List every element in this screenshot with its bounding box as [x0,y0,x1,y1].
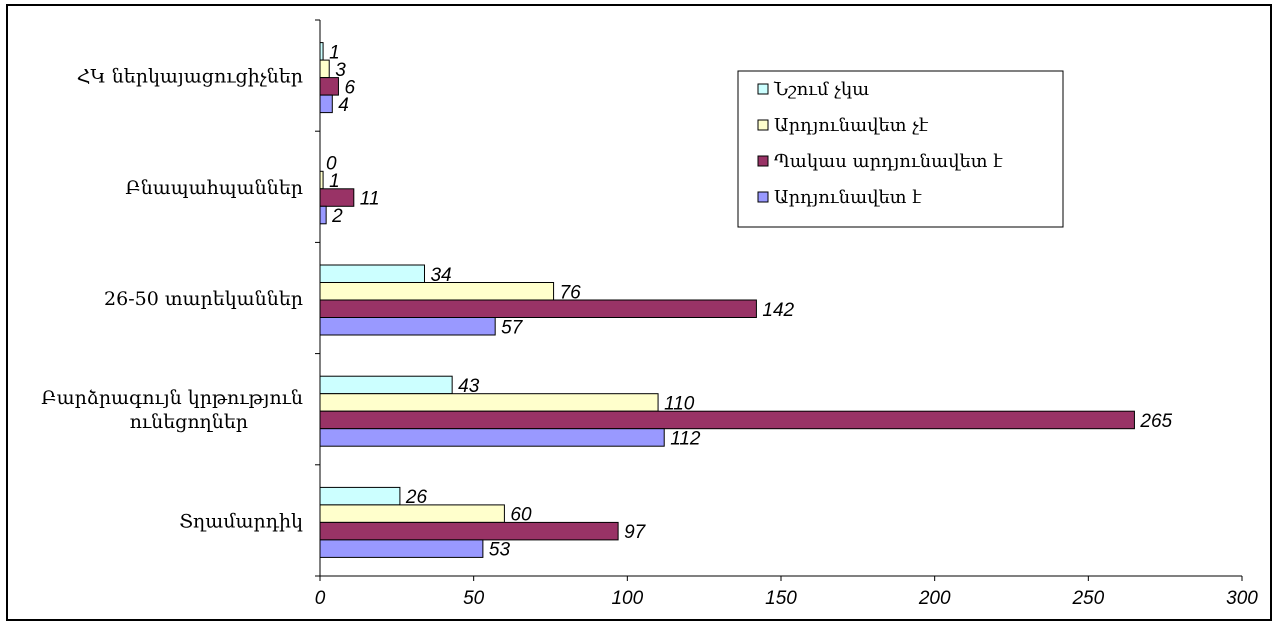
value-label: 142 [762,300,794,321]
legend-label-3: Պակաս արդյունավետ է [774,151,1003,172]
value-label: 76 [560,282,582,303]
bar-3-4 [319,317,496,336]
x-tick-label: 300 [1226,588,1258,609]
bar-3-3 [319,299,757,318]
legend-label-1: Նշում չկա [773,79,869,100]
legend-swatch-4 [757,191,769,203]
bar-5-4 [319,539,484,558]
legend-swatch-3 [757,155,769,167]
legend-label-2: Արդյունավետ չէ [774,115,929,136]
x-tick-label: 100 [611,588,643,609]
value-label: 43 [458,376,480,397]
bars-layer [319,42,1135,558]
value-label: 3 [335,60,346,81]
bar-5-1 [319,486,401,506]
value-label: 57 [501,317,524,338]
legend-label-4: Արդյունավետ է [774,187,922,208]
bar-3-1 [319,264,425,283]
x-tick-label: 0 [315,588,326,609]
bar-4-1 [319,375,453,395]
legend-swatch-1 [757,83,769,95]
category-label: 26-50 տարեկաններ [104,288,303,310]
value-label: 6 [344,77,355,98]
category-label: Տղամարդիկ [179,510,303,532]
category-label: ՀԿ ներկայացուցիչներ [77,66,303,88]
value-label: 112 [670,428,701,449]
bar-1-4 [319,94,333,114]
value-label: 1 [329,42,340,63]
bar-4-3 [319,410,1135,430]
value-label: 2 [331,206,343,227]
bar-1-2 [319,59,330,79]
value-label: 0 [326,154,337,175]
value-label: 97 [624,522,647,543]
legend-box [737,70,1064,228]
value-label: 1 [329,171,340,192]
bar-5-3 [319,521,619,541]
legend: Նշում չկա Արդյունավետ չէ Պակաս արդյունավետ… [737,70,1064,228]
value-label: 34 [430,265,451,286]
value-label: 60 [510,505,532,526]
bar-2-4 [319,205,327,225]
x-tick-label: 250 [1071,588,1104,609]
bar-4-2 [319,393,659,412]
x-tick-label: 50 [463,588,485,609]
category-label: Բարձրագույն կրթություն ունեցողներ [41,387,303,433]
value-label: 11 [360,189,380,210]
x-tick-label: 200 [918,588,951,609]
x-tick-label: 150 [765,588,797,609]
value-label: 53 [489,540,511,561]
value-label: 26 [405,487,428,508]
bar-4-4 [319,428,665,447]
value-label: 4 [338,95,349,116]
legend-swatch-2 [757,119,769,131]
axes-layer: 0 50 100 150 200 250 300 [315,19,1258,609]
category-label: Բնապահպաններ [125,177,303,199]
value-label: 110 [664,393,695,414]
value-label: 265 [1139,411,1172,432]
